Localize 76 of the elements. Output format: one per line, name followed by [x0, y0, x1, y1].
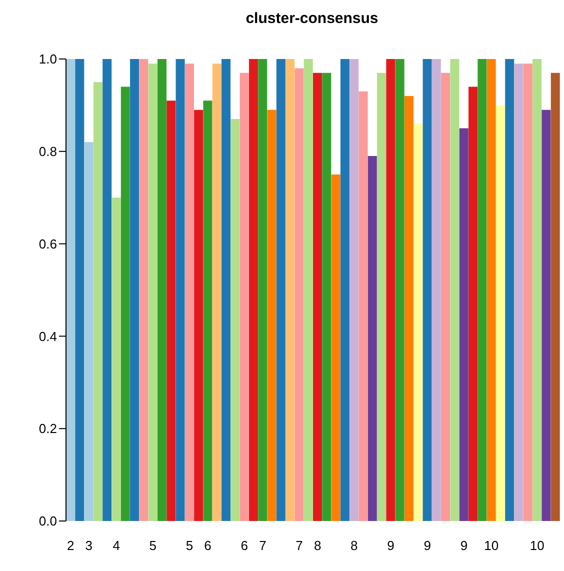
bar	[514, 64, 524, 521]
bar	[240, 72, 249, 521]
x-tick-label: 9	[460, 538, 468, 554]
bar	[486, 59, 496, 521]
bar	[286, 59, 295, 521]
bar	[313, 72, 322, 521]
bar	[523, 64, 532, 521]
bar	[267, 110, 276, 521]
bar	[450, 59, 460, 521]
x-tick-label: 7	[259, 538, 266, 554]
x-tick-label: 6	[240, 538, 248, 554]
bar	[166, 100, 176, 521]
bar	[377, 72, 386, 521]
x-tick-label: 10	[484, 538, 499, 554]
bar	[176, 59, 185, 521]
bar	[212, 64, 222, 521]
bar	[84, 142, 94, 521]
bar	[112, 198, 121, 521]
bar	[395, 59, 404, 521]
x-tick-label: 2	[66, 538, 74, 554]
bar	[276, 59, 286, 521]
bar	[542, 110, 551, 521]
bar	[414, 124, 423, 521]
bar	[441, 72, 450, 521]
bar	[432, 59, 441, 521]
x-tick-label: 9	[387, 538, 394, 554]
bar	[248, 59, 258, 521]
x-tick-label: 3	[85, 538, 92, 554]
bar	[550, 72, 560, 521]
x-tick-label: 8	[350, 538, 358, 554]
bar	[120, 86, 130, 521]
bar	[322, 72, 332, 521]
bar	[130, 59, 140, 521]
bar	[102, 59, 112, 521]
bar	[478, 59, 487, 521]
bar	[203, 100, 212, 521]
bar	[148, 64, 158, 521]
x-tick-label: 6	[204, 538, 212, 554]
x-tick-label: 10	[530, 538, 544, 554]
bar	[258, 59, 268, 521]
bar	[459, 128, 468, 521]
bar	[93, 82, 102, 521]
bar	[294, 68, 304, 521]
y-tick-label: 0.4	[38, 328, 57, 344]
bar	[331, 174, 340, 521]
bar	[194, 110, 204, 521]
bar	[358, 91, 368, 521]
bar	[222, 59, 231, 521]
y-tick-label: 0.0	[38, 514, 57, 529]
bar	[505, 59, 514, 521]
bar	[368, 156, 377, 521]
chart-title: cluster-consensus	[244, 10, 380, 27]
bar	[184, 64, 194, 521]
bar	[532, 59, 542, 521]
bar	[139, 59, 148, 521]
x-tick-label: 5	[186, 538, 194, 554]
y-tick-label: 0.6	[38, 236, 57, 252]
x-tick-label: 7	[296, 538, 303, 554]
bar	[230, 119, 240, 521]
x-tick-label: 8	[314, 538, 322, 554]
bar	[496, 105, 505, 521]
bar	[350, 59, 359, 521]
y-tick-label: 0.8	[38, 144, 57, 160]
bar	[304, 59, 313, 521]
x-tick-label: 9	[424, 538, 431, 554]
bar	[340, 59, 350, 521]
bar	[404, 96, 414, 521]
y-tick-label: 0.2	[38, 421, 57, 436]
bar	[157, 59, 166, 521]
bar	[468, 86, 478, 521]
x-tick-label: 5	[149, 538, 157, 554]
bar	[75, 59, 84, 521]
y-tick-label: 1.0	[38, 52, 57, 67]
x-tick-label: 4	[112, 538, 120, 554]
bar	[422, 59, 432, 521]
bar	[386, 59, 396, 521]
